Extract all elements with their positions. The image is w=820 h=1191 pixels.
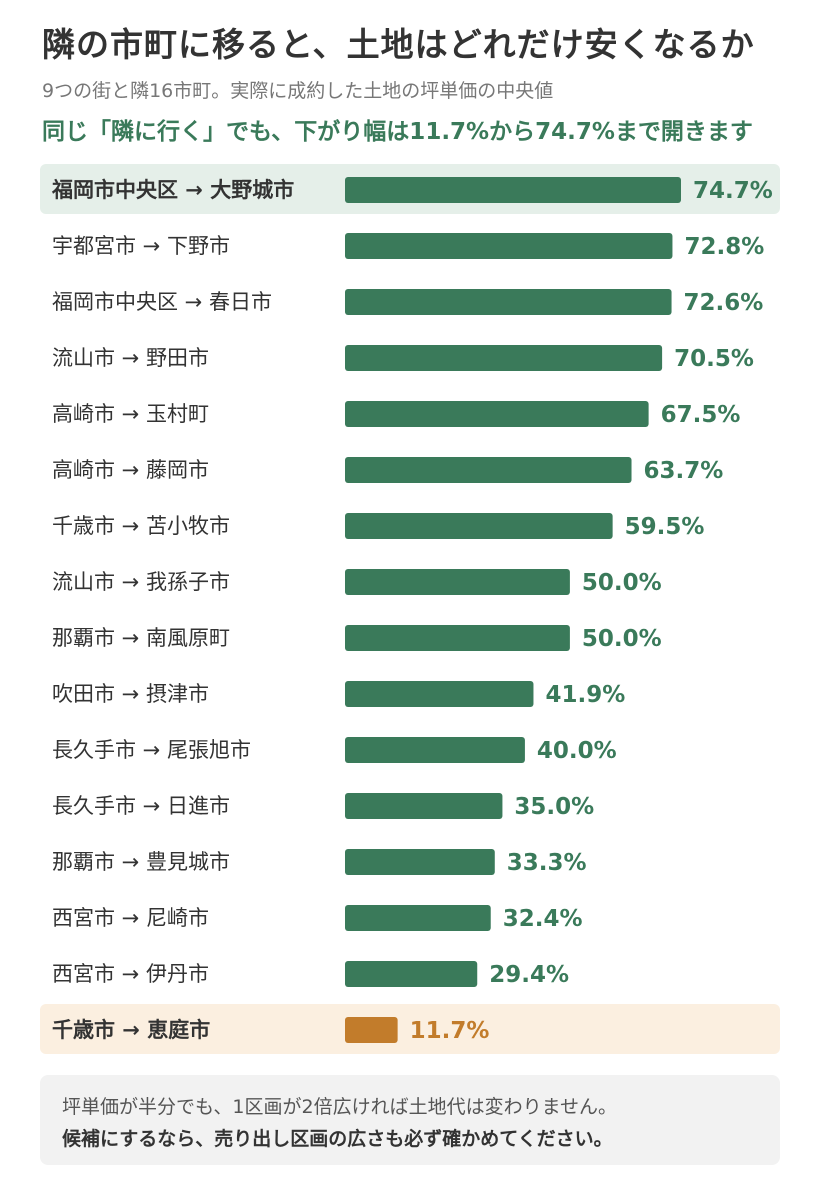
note-box: 坪単価が半分でも、1区画が2倍広ければ土地代は変わりません。 候補にするなら、売… [40, 1075, 780, 1165]
chart-lead: 同じ「隣に行く」でも、下がり幅は11.7%から74.7%まで開きます [42, 119, 753, 145]
value-label: 67.5% [661, 402, 741, 428]
category-label: 高崎市 → 藤岡市 [52, 458, 209, 482]
bar [345, 513, 613, 539]
bar [345, 233, 673, 259]
value-label: 33.3% [507, 850, 587, 876]
bar [345, 905, 491, 931]
bar [345, 849, 495, 875]
note-line-1: 坪単価が半分でも、1区画が2倍広ければ土地代は変わりません。 [62, 1096, 618, 1118]
value-label: 50.0% [582, 570, 662, 596]
value-label: 11.7% [410, 1018, 490, 1044]
category-label: 千歳市 → 恵庭市 [52, 1018, 210, 1042]
category-label: 長久手市 → 日進市 [52, 794, 230, 818]
value-label: 72.6% [684, 290, 764, 316]
category-label: 吹田市 → 摂津市 [52, 682, 209, 706]
bar [345, 681, 534, 707]
bar [345, 289, 672, 315]
value-label: 59.5% [625, 514, 705, 540]
bar [345, 177, 681, 203]
value-label: 70.5% [674, 346, 754, 372]
category-label: 千歳市 → 苫小牧市 [52, 514, 230, 538]
note-line-2: 候補にするなら、売り出し区画の広さも必ず確かめてください。 [62, 1128, 613, 1150]
category-label: 高崎市 → 玉村町 [52, 402, 209, 426]
highlight-row-min [40, 1004, 780, 1054]
category-label: 長久手市 → 尾張旭市 [52, 738, 251, 762]
value-label: 50.0% [582, 626, 662, 652]
bar [345, 1017, 398, 1043]
bar [345, 345, 663, 371]
bar [345, 737, 525, 763]
value-label: 41.9% [545, 682, 625, 708]
category-label: 那覇市 → 豊見城市 [52, 850, 230, 874]
value-label: 72.8% [684, 234, 764, 260]
value-label: 74.7% [693, 178, 773, 204]
category-label: 宇都宮市 → 下野市 [52, 234, 230, 258]
bar [345, 961, 478, 987]
value-label: 35.0% [514, 794, 594, 820]
bar [345, 569, 570, 595]
bar [345, 793, 503, 819]
category-label: 西宮市 → 尼崎市 [52, 906, 209, 930]
chart-subtitle: 9つの街と隣16市町。実際に成約した土地の坪単価の中央値 [42, 80, 554, 102]
value-label: 63.7% [644, 458, 724, 484]
bar [345, 401, 649, 427]
value-label: 29.4% [489, 962, 569, 988]
category-label: 那覇市 → 南風原町 [52, 626, 230, 650]
bar [345, 625, 570, 651]
value-label: 32.4% [503, 906, 583, 932]
category-label: 福岡市中央区 → 大野城市 [51, 178, 294, 202]
value-label: 40.0% [537, 738, 617, 764]
bar [345, 457, 632, 483]
category-label: 流山市 → 野田市 [52, 346, 209, 370]
category-label: 流山市 → 我孫子市 [52, 570, 230, 594]
category-label: 西宮市 → 伊丹市 [52, 962, 209, 986]
category-label: 福岡市中央区 → 春日市 [52, 290, 272, 314]
chart-title: 隣の市町に移ると、土地はどれだけ安くなるか [42, 25, 755, 64]
